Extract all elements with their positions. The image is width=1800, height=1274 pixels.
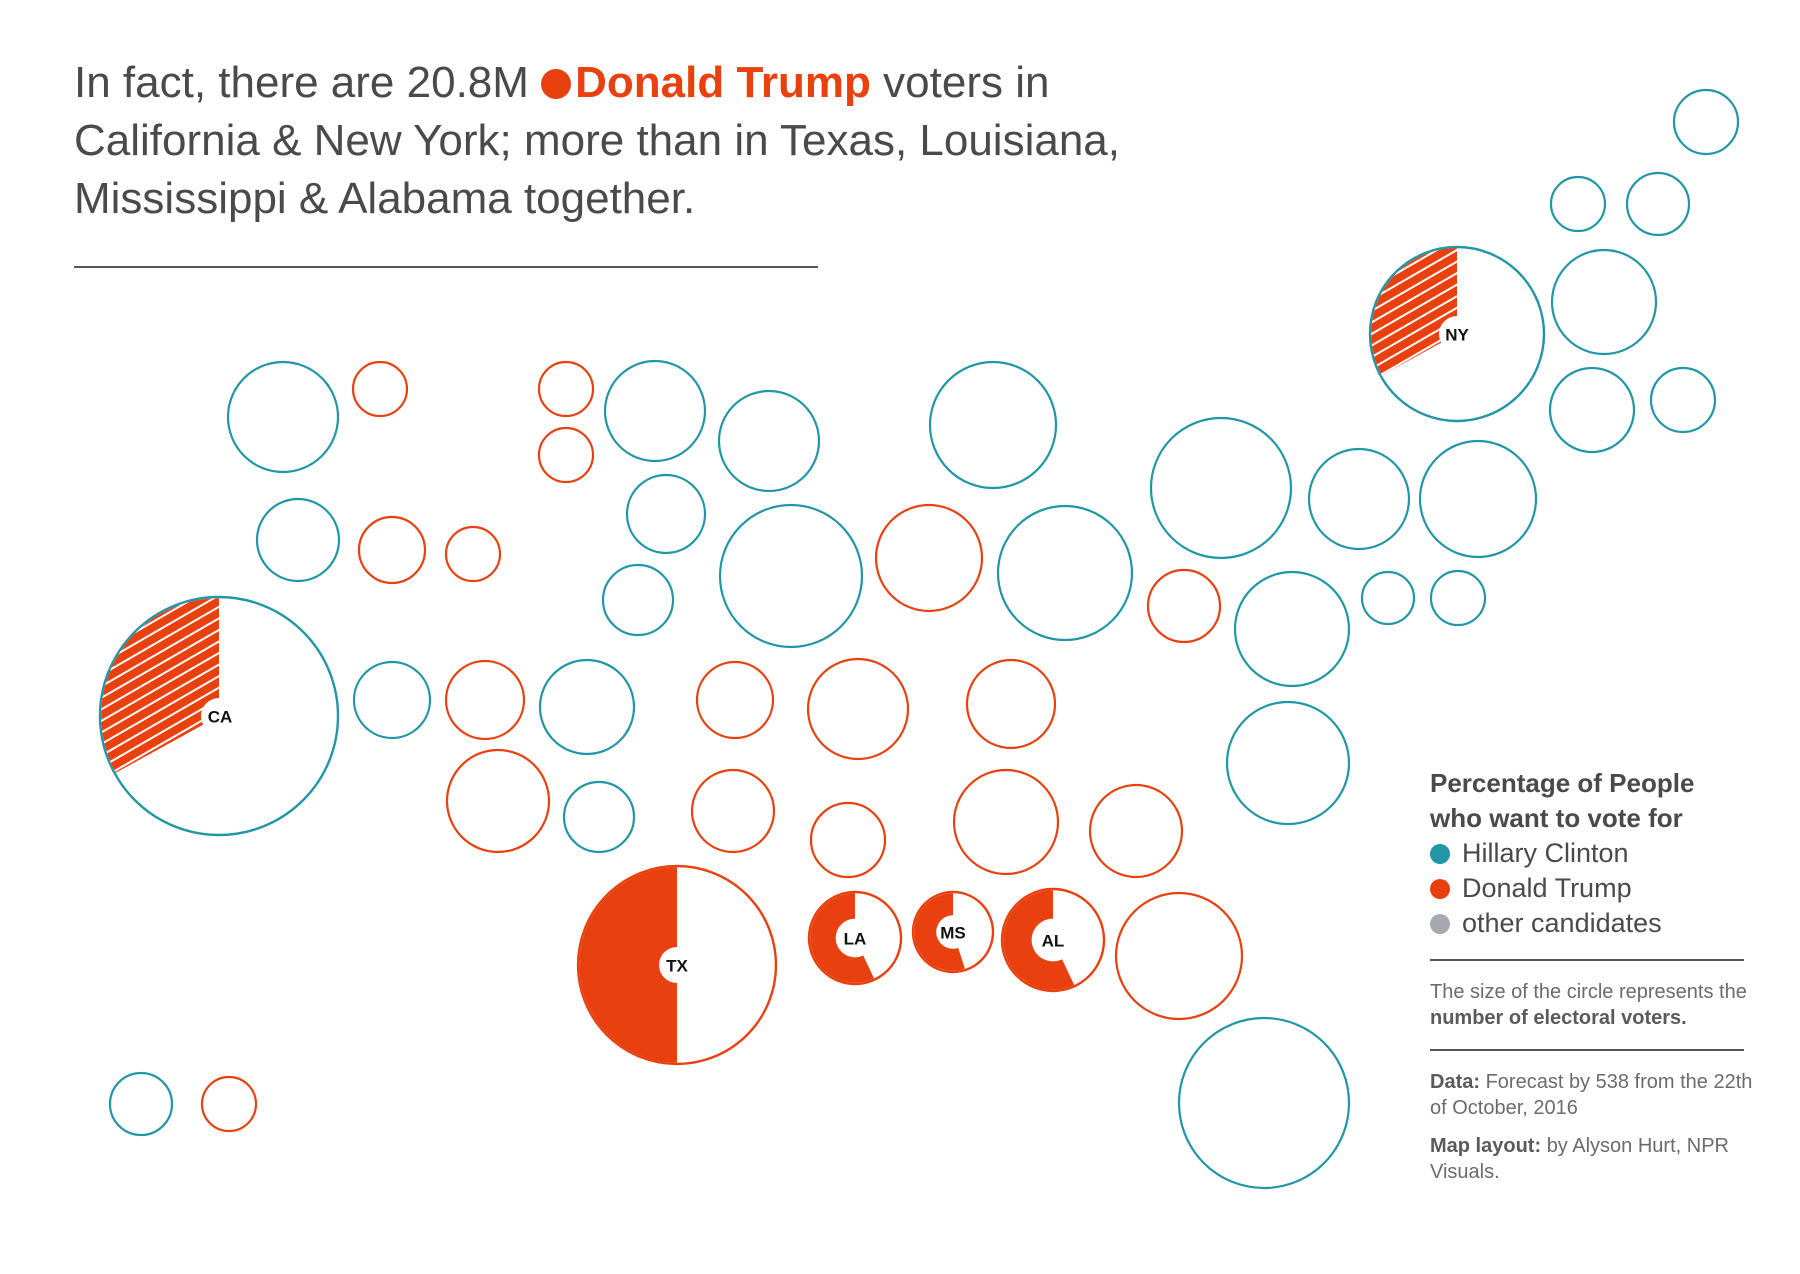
clinton-state-circle	[1307, 447, 1411, 551]
clinton-state-circle	[717, 389, 821, 493]
trump-state-circle	[200, 1075, 258, 1133]
clinton-state-circle	[601, 563, 675, 637]
state-ny	[1368, 245, 1546, 423]
state-label-ca: CA	[208, 707, 233, 726]
state-labels: CA NY TX LA MS AL	[208, 325, 1470, 975]
clinton-state-circle	[996, 504, 1134, 642]
clinton-state-circle	[625, 473, 707, 555]
clinton-state-circle	[718, 503, 864, 649]
trump-state-circle	[874, 503, 984, 613]
trump-state-circle	[1088, 783, 1184, 879]
label-backdrop	[201, 698, 237, 734]
clinton-state-circle	[1149, 416, 1293, 560]
clinton-state-circle	[352, 660, 432, 740]
layout-credit: Map layout: by Alyson Hurt, NPR Visuals.	[1430, 1133, 1760, 1185]
clinton-state-circle	[1549, 175, 1607, 233]
other-dot-icon	[1430, 913, 1450, 934]
trump-state-circle	[537, 360, 595, 418]
state-la	[807, 890, 903, 986]
clinton-state-circle	[1418, 439, 1538, 559]
state-ms	[911, 890, 995, 974]
layout-credit-label: Map layout:	[1430, 1135, 1542, 1157]
trump-dot-icon	[1430, 878, 1450, 899]
legend-item-trump: Donald Trump	[1430, 871, 1760, 906]
trump-state-circle	[1146, 568, 1222, 644]
clinton-state-circle	[1550, 248, 1658, 356]
donut-hole	[1031, 918, 1075, 962]
clinton-state-circle	[1649, 366, 1717, 434]
legend-note-bold: number of electoral voters.	[1430, 1007, 1687, 1029]
state-label-ms: MS	[940, 923, 966, 942]
legend-divider	[1430, 959, 1744, 961]
trump-state-circle	[965, 658, 1057, 750]
clinton-state-circle	[1177, 1016, 1351, 1190]
trump-state-circle	[444, 659, 526, 741]
headline-highlight: Donald Trump	[575, 58, 871, 107]
legend-title: Percentage of People who want to vote fo…	[1430, 768, 1695, 833]
trump-state-circle	[695, 660, 775, 740]
trump-share-sector	[101, 598, 219, 773]
legend-note-text: The size of the circle represents the	[1430, 981, 1747, 1003]
trump-state-circle	[806, 657, 910, 761]
credits: Data: Forecast by 538 from the 22th of O…	[1430, 1069, 1760, 1185]
trump-state-circle	[357, 515, 427, 585]
trump-share-sector	[1371, 248, 1457, 376]
clinton-state-circle	[1548, 366, 1636, 454]
clinton-state-circle	[603, 359, 707, 463]
state-label-ny: NY	[1445, 325, 1469, 344]
state-ca	[98, 595, 340, 837]
trump-dot-icon	[541, 69, 572, 99]
donut-hole	[936, 915, 970, 949]
clinton-state-circle	[1225, 700, 1351, 826]
clinton-state-circle	[226, 360, 340, 474]
clinton-state-circle	[1429, 569, 1487, 627]
donut-hole	[835, 918, 875, 958]
trump-state-circle	[690, 768, 776, 854]
clinton-state-circle	[108, 1071, 174, 1137]
trump-state-circle	[1114, 891, 1244, 1021]
legend-item-label: Hillary Clinton	[1462, 838, 1629, 868]
clinton-state-circle	[1233, 570, 1351, 688]
clinton-state-circle	[1672, 88, 1740, 156]
clinton-state-circle	[562, 780, 636, 854]
label-backdrop	[1439, 316, 1475, 352]
legend-item-label: Donald Trump	[1462, 873, 1632, 903]
clinton-dot-icon	[1430, 843, 1450, 864]
clinton-state-circle	[1360, 570, 1416, 626]
clinton-state-circle	[928, 360, 1058, 490]
data-credit: Data: Forecast by 538 from the 22th of O…	[1430, 1069, 1760, 1121]
clinton-state-circle	[538, 658, 636, 756]
layout-credit-text: by Alyson Hurt, NPR Visuals.	[1430, 1135, 1729, 1183]
headline-divider	[74, 266, 818, 268]
trump-state-circle	[952, 768, 1060, 876]
data-credit-label: Data:	[1430, 1071, 1481, 1093]
headline-before: In fact, there are 20.8M	[74, 58, 529, 107]
headline: In fact, there are 20.8M Donald Trump vo…	[74, 54, 1154, 228]
trump-state-circle	[809, 801, 887, 879]
trump-share-sector	[579, 867, 677, 1063]
legend-item-other: other candidates	[1430, 906, 1760, 941]
clinton-state-circle	[1625, 171, 1691, 237]
state-al	[1000, 887, 1106, 993]
legend-item-clinton: Hillary Clinton	[1430, 836, 1760, 871]
trump-state-circle	[351, 360, 409, 418]
trump-state-circle	[445, 748, 551, 854]
data-credit-text: Forecast by 538 from the 22th of October…	[1430, 1071, 1753, 1119]
state-tx	[576, 864, 778, 1066]
trump-state-circle	[537, 426, 595, 484]
clinton-state-circle	[255, 497, 341, 583]
label-backdrop	[659, 947, 695, 983]
state-label-la: LA	[844, 929, 867, 948]
state-label-al: AL	[1042, 931, 1065, 950]
state-label-tx: TX	[666, 956, 688, 975]
legend-note: The size of the circle represents the nu…	[1430, 979, 1760, 1031]
legend: Percentage of People who want to vote fo…	[1430, 766, 1760, 1197]
headline-after: voters in California & New York; more th…	[74, 58, 1120, 223]
credits-divider	[1430, 1049, 1744, 1051]
trump-state-circle	[444, 525, 502, 583]
legend-item-label: other candidates	[1462, 908, 1662, 938]
state-circles	[98, 88, 1740, 1190]
